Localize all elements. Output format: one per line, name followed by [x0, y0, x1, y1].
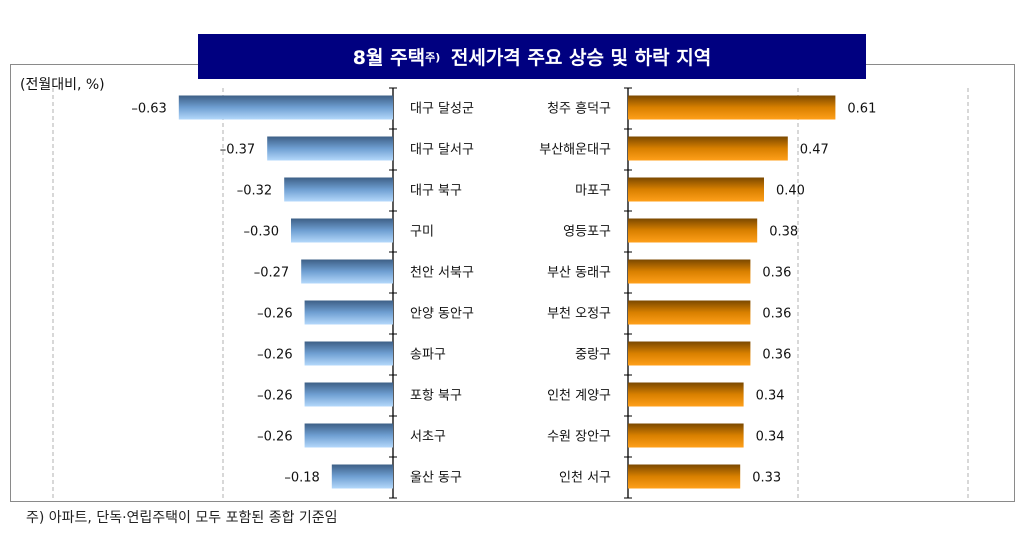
data-label: –0.26	[257, 430, 292, 445]
bar-decline	[284, 177, 393, 202]
category-label: 대구 달성군	[410, 102, 474, 117]
bar-decline	[267, 136, 393, 161]
data-label: –0.18	[284, 471, 319, 486]
bar-decline	[304, 300, 393, 325]
data-label: 0.36	[762, 266, 791, 281]
data-label: –0.27	[254, 266, 289, 281]
y-axis-label: (전월대비, %)	[20, 77, 105, 93]
category-label: 안양 동안구	[410, 307, 474, 322]
category-label: 대구 달서구	[410, 143, 474, 158]
category-label: 마포구	[575, 184, 611, 199]
footnote: 주) 아파트, 단독·연립주택이 모두 포함된 종합 기준임	[26, 510, 338, 526]
bar-decline	[304, 382, 393, 407]
data-label: –0.26	[257, 348, 292, 363]
data-label: –0.26	[257, 389, 292, 404]
bar-increase	[628, 423, 744, 448]
category-label: 대구 북구	[410, 184, 462, 199]
bar-increase	[628, 300, 751, 325]
bar-increase	[628, 259, 751, 284]
bar-increase	[628, 341, 751, 366]
data-label: 0.34	[756, 430, 785, 445]
bar-increase	[628, 136, 788, 161]
bar-increase	[628, 95, 836, 120]
category-label: 울산 동구	[410, 471, 462, 486]
category-label: 송파구	[410, 348, 446, 363]
data-label: 0.36	[762, 307, 791, 322]
category-label: 중랑구	[575, 348, 611, 363]
data-label: –0.37	[220, 143, 255, 158]
category-label: 천안 서북구	[410, 266, 474, 281]
bar-decline	[304, 423, 393, 448]
title-text-rest: 전세가격 주요 상승 및 하락 지역	[450, 47, 712, 69]
title-text: 8월 주택	[352, 47, 426, 69]
data-label: 0.61	[847, 102, 876, 117]
category-label: 서초구	[410, 430, 446, 445]
bar-increase	[628, 177, 764, 202]
bar-increase	[628, 218, 758, 243]
bar-decline	[331, 464, 393, 489]
data-label: –0.63	[131, 102, 166, 117]
category-label: 청주 흥덕구	[547, 102, 611, 117]
bar-decline	[291, 218, 393, 243]
data-label: –0.26	[257, 307, 292, 322]
data-label: 0.34	[756, 389, 785, 404]
data-label: 0.33	[752, 471, 781, 486]
bar-increase	[628, 464, 741, 489]
title-superscript: 주)	[425, 50, 441, 64]
data-label: 0.40	[776, 184, 805, 199]
category-label: 구미	[410, 225, 434, 240]
category-label: 인천 계양구	[547, 389, 611, 404]
data-label: –0.30	[244, 225, 279, 240]
data-label: 0.36	[762, 348, 791, 363]
bar-increase	[628, 382, 744, 407]
category-label: 포항 북구	[410, 389, 462, 404]
bar-decline	[178, 95, 393, 120]
data-label: 0.38	[769, 225, 798, 240]
category-label: 부산 동래구	[547, 266, 611, 281]
data-label: –0.32	[237, 184, 272, 199]
category-label: 영등포구	[563, 225, 611, 240]
chart-title: 8월 주택 주) 전세가격 주요 상승 및 하락 지역	[198, 34, 866, 79]
data-label: 0.47	[800, 143, 829, 158]
category-label: 부산해운대구	[539, 143, 611, 158]
bar-decline	[304, 341, 393, 366]
category-label: 인천 서구	[559, 471, 611, 486]
category-label: 수원 장안구	[547, 430, 611, 445]
bar-decline	[301, 259, 393, 284]
category-label: 부천 오정구	[547, 307, 611, 322]
